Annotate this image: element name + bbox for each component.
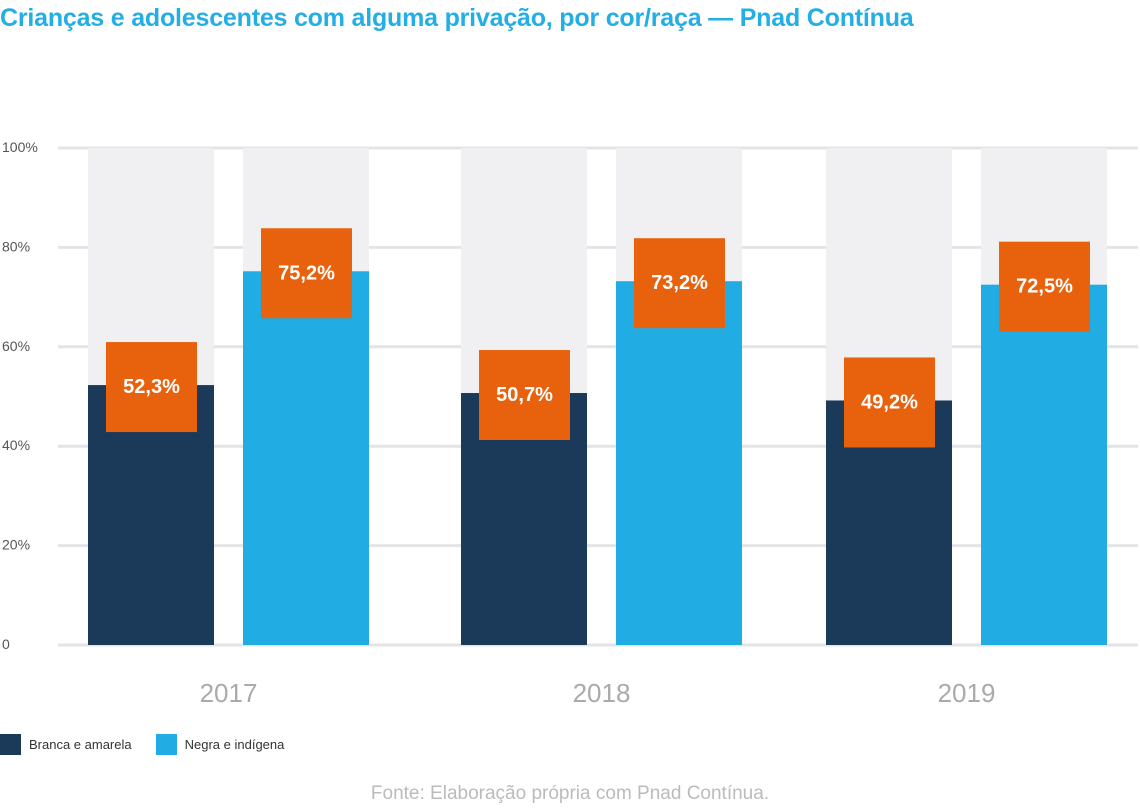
source-note: Fonte: Elaboração própria com Pnad Contí… xyxy=(370,783,770,804)
bars xyxy=(88,271,1107,645)
bar xyxy=(616,281,742,645)
data-label-box xyxy=(479,350,570,441)
data-label-box xyxy=(999,241,1090,332)
chart-title: Crianças e adolescentes com alguma priva… xyxy=(0,4,914,32)
y-tick-label: 60% xyxy=(2,338,30,354)
x-tick-label: 2018 xyxy=(573,678,631,708)
legend-swatch-negra xyxy=(155,734,177,755)
legend-label-negra: Negra e indígena xyxy=(184,737,285,752)
data-label: 72,5% xyxy=(1016,276,1073,298)
legend-label-branca: Branca e amarela xyxy=(29,737,132,752)
data-label: 50,7% xyxy=(496,384,553,406)
bar xyxy=(981,284,1107,645)
y-tick-label: 20% xyxy=(2,537,30,553)
data-label: 49,2% xyxy=(861,391,918,413)
data-label: 73,2% xyxy=(651,272,708,294)
legend-item-negra: Negra e indígena xyxy=(155,734,285,755)
data-label-box xyxy=(844,357,935,448)
grid-layer xyxy=(58,146,1138,647)
y-tick-label: 80% xyxy=(2,238,30,254)
legend: Branca e amarela Negra e indígena xyxy=(0,734,308,755)
bar xyxy=(243,271,369,645)
data-label: 52,3% xyxy=(123,376,180,398)
axis-labels: 0 20% 40% 60% 80% 100% 2017 2018 2019 xyxy=(2,139,995,708)
x-tick-label: 2019 xyxy=(938,678,996,708)
x-tick-label: 2017 xyxy=(200,678,258,708)
y-tick-label: 0 xyxy=(2,636,10,652)
data-label-box xyxy=(261,228,352,319)
legend-item-branca: Branca e amarela xyxy=(0,734,132,755)
bar-chart: 52,3% 75,2% 50,7% 73,2% 49,2% 72,5% 0 20% 40% 60… xyxy=(2,139,1138,708)
data-label-box xyxy=(106,342,197,433)
data-label: 75,2% xyxy=(278,262,335,284)
background-tracks xyxy=(88,148,1107,645)
y-tick-label: 100% xyxy=(2,139,38,155)
legend-swatch-branca xyxy=(0,734,21,755)
data-labels: 52,3% 75,2% 50,7% 73,2% 49,2% 72,5% xyxy=(106,228,1090,448)
data-label-box xyxy=(634,238,725,329)
y-tick-label: 40% xyxy=(2,437,30,453)
